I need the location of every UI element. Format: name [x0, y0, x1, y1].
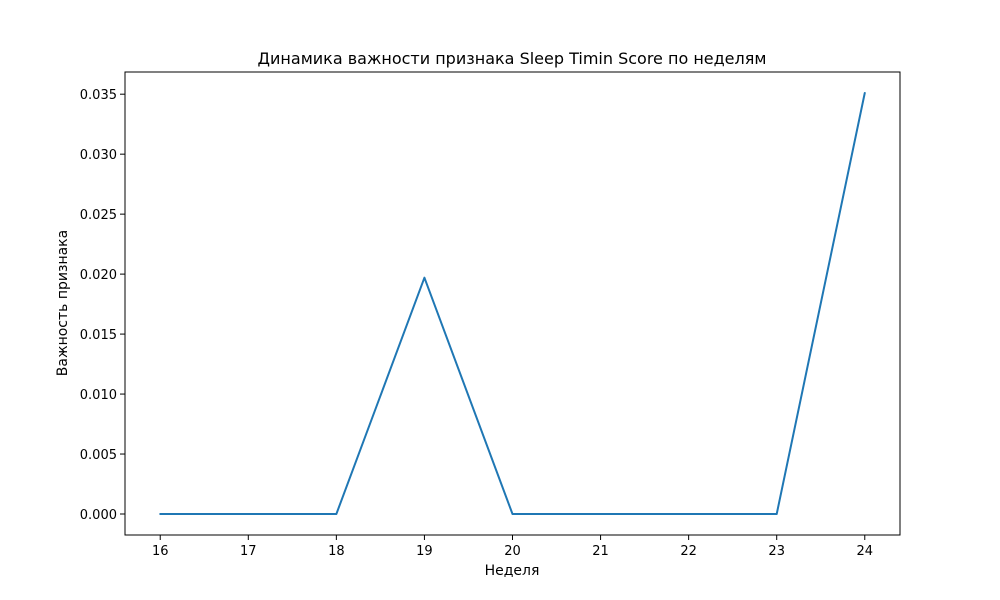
x-axis-label: Неделя — [485, 563, 540, 579]
x-tick-label: 17 — [240, 544, 257, 559]
x-tick-label: 24 — [856, 544, 873, 559]
x-tick-label: 19 — [416, 544, 433, 559]
x-tick-label: 23 — [768, 544, 785, 559]
plot-frame — [124, 71, 901, 536]
y-tick-label: 0.010 — [80, 388, 117, 403]
data-series-line — [159, 91, 866, 516]
x-tick-label: 21 — [592, 544, 609, 559]
y-tick-label: 0.025 — [80, 208, 117, 223]
y-tick-label: 0.020 — [80, 268, 117, 283]
x-tick-label: 20 — [504, 544, 521, 559]
y-tick-label: 0.000 — [80, 508, 117, 523]
chart-title: Динамика важности признака Sleep Timin S… — [258, 49, 767, 68]
x-tick-label: 22 — [680, 544, 697, 559]
y-tick-label: 0.030 — [80, 148, 117, 163]
y-tick-label: 0.015 — [80, 328, 117, 343]
y-tick-label: 0.005 — [80, 448, 117, 463]
plot-area: 16 17 18 19 20 21 22 23 24 0.000 0.005 0.010 0.015 0.… — [80, 71, 901, 559]
y-tick-label: 0.035 — [80, 88, 117, 103]
x-tick-label: 16 — [152, 544, 169, 559]
y-axis-label: Важность признака — [55, 230, 71, 376]
x-tick-label: 18 — [328, 544, 345, 559]
